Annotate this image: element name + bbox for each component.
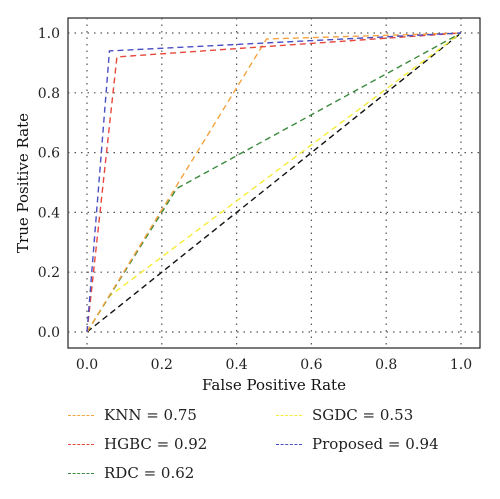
legend-swatch bbox=[276, 414, 302, 416]
legend-label: SGDC = 0.53 bbox=[312, 406, 414, 424]
y-axis-title: True Positive Rate bbox=[14, 113, 32, 253]
legend-item-rdc: RDC = 0.62 bbox=[68, 464, 194, 482]
x-tick-label: 0.2 bbox=[151, 357, 173, 373]
series-line-rdc bbox=[86, 32, 462, 333]
y-tick-label: 0.0 bbox=[38, 325, 60, 341]
x-axis-title: False Positive Rate bbox=[202, 376, 346, 394]
x-tick-label: 0.6 bbox=[300, 357, 322, 373]
x-tick-labels: 0.0 0.2 0.4 0.6 0.8 1.0 bbox=[76, 357, 472, 373]
x-tick-label: 0.8 bbox=[375, 357, 397, 373]
legend-swatch bbox=[68, 414, 94, 416]
legend-item-proposed: Proposed = 0.94 bbox=[276, 435, 439, 453]
legend-item-sgdc: SGDC = 0.53 bbox=[276, 406, 413, 424]
y-tick-label: 0.4 bbox=[38, 205, 60, 221]
x-tick-label: 1.0 bbox=[450, 357, 472, 373]
y-tick-label: 0.2 bbox=[38, 265, 60, 281]
legend-item-hgbc: HGBC = 0.92 bbox=[68, 435, 207, 453]
series-layer bbox=[86, 32, 462, 333]
legend-label: HGBC = 0.92 bbox=[104, 435, 208, 453]
x-tick-label: 0.4 bbox=[225, 357, 247, 373]
series-line-knn bbox=[86, 32, 462, 333]
legend-label: RDC = 0.62 bbox=[104, 464, 195, 482]
legend-label: KNN = 0.75 bbox=[104, 406, 197, 424]
legend-swatch bbox=[68, 472, 94, 474]
y-tick-label: 0.6 bbox=[38, 146, 60, 162]
y-tick-label: 0.8 bbox=[38, 86, 60, 102]
legend-swatch bbox=[68, 443, 94, 445]
y-tick-labels: 0.0 0.2 0.4 0.6 0.8 1.0 bbox=[38, 26, 60, 341]
roc-chart: 0.0 0.2 0.4 0.6 0.8 1.0 0.0 0.2 0.4 0.6 0.8 1.0 Fa… bbox=[14, 17, 481, 394]
legend: KNN = 0.75 HGBC = 0.92 RDC = 0.62 SGDC =… bbox=[68, 398, 488, 488]
series-line-hgbc bbox=[86, 32, 462, 333]
x-tick-label: 0.0 bbox=[76, 357, 98, 373]
legend-item-knn: KNN = 0.75 bbox=[68, 406, 197, 424]
legend-swatch bbox=[276, 443, 302, 445]
legend-label: Proposed = 0.94 bbox=[312, 435, 439, 453]
y-tick-label: 1.0 bbox=[38, 26, 60, 42]
series-line-proposed bbox=[86, 32, 462, 333]
